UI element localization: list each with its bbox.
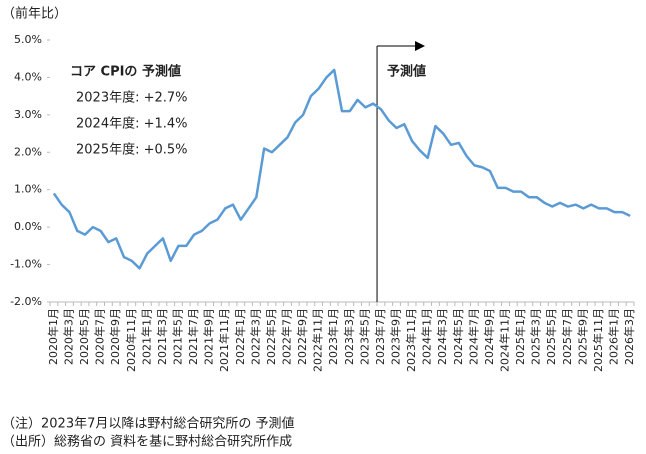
- annotation-title: コア CPIの 予測値: [70, 64, 181, 80]
- y-tick-label: 3.0%: [14, 108, 42, 121]
- x-tick-label: 2026年1月: [607, 308, 621, 365]
- x-tick-label: 2025年1月: [513, 308, 527, 365]
- x-tick-label: 2026年3月: [622, 308, 636, 365]
- forecast-label: 予測値: [387, 64, 426, 80]
- x-tick-label: 2024年9月: [482, 308, 496, 365]
- x-tick-label: 2020年1月: [46, 308, 60, 365]
- note: （出所）総務省の 資料を基に野村総合研究所作成: [2, 435, 292, 450]
- x-tick-label: 2023年1月: [326, 308, 340, 365]
- y-tick-label: 0.0%: [14, 220, 42, 233]
- y-tick-label: -2.0%: [10, 295, 42, 308]
- y-tick-label: 2.0%: [14, 145, 42, 158]
- x-tick-label: 2023年5月: [357, 308, 371, 365]
- y-tick-label: 4.0%: [14, 70, 42, 83]
- forecast-arrowhead: [415, 41, 426, 51]
- annotation-line: 2024年度: +1.4%: [76, 116, 188, 132]
- x-tick-label: 2022年5月: [264, 308, 278, 365]
- x-tick-label: 2022年9月: [295, 308, 309, 365]
- x-tick-label: 2023年9月: [389, 308, 403, 365]
- x-tick-label: 2022年3月: [248, 308, 262, 365]
- x-tick-label: 2021年7月: [186, 308, 200, 365]
- x-tick-label: 2020年7月: [93, 308, 107, 365]
- y-axis-label: （前年比）: [2, 6, 67, 22]
- x-tick-label: 2023年11月: [404, 308, 418, 372]
- x-tick-label: 2024年11月: [498, 308, 512, 372]
- x-tick-label: 2022年11月: [311, 308, 325, 372]
- x-tick-label: 2021年11月: [217, 308, 231, 372]
- x-tick-label: 2020年5月: [77, 308, 91, 365]
- x-tick-label: 2022年7月: [279, 308, 293, 365]
- x-tick-label: 2021年5月: [170, 308, 184, 365]
- x-tick-label: 2023年7月: [373, 308, 387, 365]
- y-tick-label: 5.0%: [14, 33, 42, 46]
- x-tick-label: 2025年9月: [575, 308, 589, 365]
- x-tick-label: 2020年3月: [61, 308, 75, 365]
- x-tick-label: 2022年1月: [233, 308, 247, 365]
- y-tick-label: -1.0%: [10, 258, 42, 271]
- x-tick-label: 2024年3月: [435, 308, 449, 365]
- note: （注）2023年7月以降は野村総合研究所の 予測値: [2, 416, 295, 432]
- x-tick-label: 2024年1月: [420, 308, 434, 365]
- x-tick-label: 2025年11月: [591, 308, 605, 372]
- x-tick-label: 2024年7月: [466, 308, 480, 365]
- y-tick-label: 1.0%: [14, 183, 42, 196]
- x-tick-label: 2020年11月: [124, 308, 138, 372]
- annotation-line: 2023年度: +2.7%: [76, 90, 188, 106]
- x-tick-label: 2021年1月: [139, 308, 153, 365]
- x-tick-label: 2021年3月: [155, 308, 169, 365]
- annotation-line: 2025年度: +0.5%: [76, 142, 188, 158]
- x-tick-label: 2024年5月: [451, 308, 465, 365]
- x-tick-label: 2020年9月: [108, 308, 122, 365]
- x-tick-label: 2025年7月: [560, 308, 574, 365]
- x-tick-label: 2023年3月: [342, 308, 356, 365]
- x-tick-label: 2021年9月: [202, 308, 216, 365]
- x-tick-label: 2025年3月: [529, 308, 543, 365]
- data-line: [52, 68, 631, 270]
- x-tick-label: 2025年5月: [544, 308, 558, 365]
